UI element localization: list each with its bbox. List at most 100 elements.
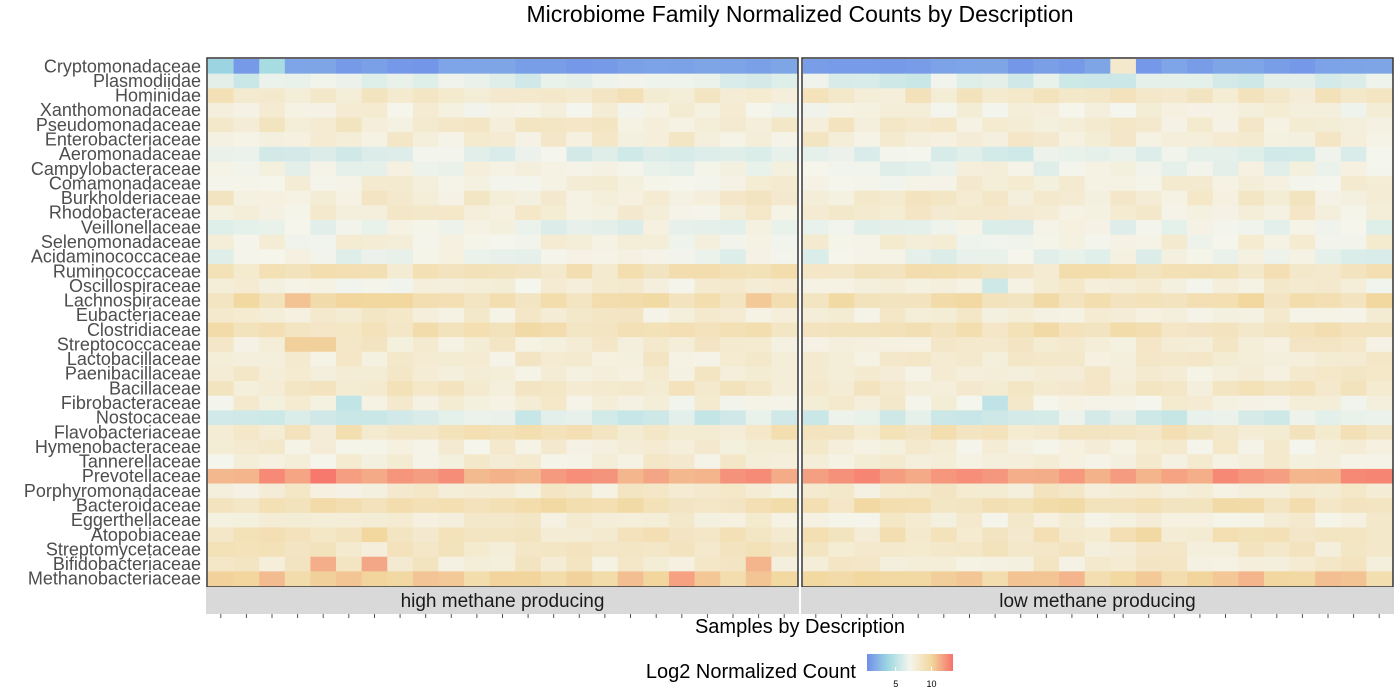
heatmap-cell (803, 512, 830, 528)
heatmap-cell (1187, 59, 1214, 75)
heatmap-cell (1366, 117, 1393, 133)
heatmap-cell (1289, 278, 1316, 294)
heatmap-cell (361, 322, 388, 338)
heatmap-cell (1084, 220, 1111, 236)
heatmap-cell (259, 439, 286, 455)
heatmap-cell (1212, 73, 1239, 89)
heatmap-cell (310, 234, 337, 250)
heatmap-cell (668, 205, 695, 221)
heatmap-cell (1187, 205, 1214, 221)
heatmap-cell (1238, 556, 1265, 572)
heatmap-cell (905, 381, 932, 397)
row-label: Tannerellaceae (79, 452, 201, 472)
heatmap-cell (828, 205, 855, 221)
heatmap-cell (259, 571, 286, 587)
heatmap-cell (720, 59, 747, 75)
heatmap-cell (694, 395, 721, 411)
heatmap-cell (233, 176, 260, 192)
heatmap-cell (515, 88, 542, 104)
heatmap-cell (982, 571, 1009, 587)
heatmap-cell (905, 366, 932, 382)
facet-strip (801, 587, 1394, 614)
heatmap-cell (592, 117, 619, 133)
heatmap-cell (1059, 454, 1086, 470)
heatmap-cell (1187, 307, 1214, 323)
heatmap-cell (284, 498, 311, 514)
heatmap-cell (1238, 176, 1265, 192)
heatmap-cell (1059, 234, 1086, 250)
heatmap-cell (879, 234, 906, 250)
heatmap-cell (464, 527, 491, 543)
heatmap-cell (438, 424, 465, 441)
heatmap-cell (566, 161, 593, 177)
heatmap-cell (617, 132, 644, 148)
heatmap-cell (233, 351, 260, 367)
heatmap-cell (259, 132, 286, 148)
heatmap-cell (617, 234, 644, 250)
heatmap-cell (1135, 88, 1162, 104)
heatmap-cell (1238, 190, 1265, 206)
heatmap-cell (694, 512, 721, 528)
heatmap-cell (745, 146, 772, 162)
heatmap-cell (284, 381, 311, 397)
heatmap-cell (879, 161, 906, 177)
heatmap-cell (566, 410, 593, 426)
heatmap-cell (464, 176, 491, 192)
heatmap-cell (854, 498, 881, 514)
heatmap-cell (284, 410, 311, 426)
heatmap-cell (1238, 571, 1265, 587)
heatmap-cell (1315, 512, 1342, 528)
heatmap-cell (1187, 278, 1214, 294)
heatmap-cell (720, 337, 747, 353)
heatmap-cell (668, 351, 695, 367)
heatmap-cell (745, 571, 772, 587)
heatmap-cell (617, 307, 644, 323)
heatmap-cell (1289, 88, 1316, 104)
heatmap-cell (854, 88, 881, 104)
heatmap-cell (259, 102, 286, 118)
heatmap-cell (387, 190, 414, 206)
heatmap-cell (1238, 234, 1265, 250)
heatmap-cell (1084, 88, 1111, 104)
heatmap-cell (1033, 307, 1060, 323)
heatmap-cell (1212, 263, 1239, 279)
heatmap-cell (1263, 556, 1290, 572)
heatmap-cell (1110, 395, 1137, 411)
heatmap-cell (1340, 249, 1367, 265)
heatmap-cell (879, 220, 906, 236)
heatmap-cell (720, 454, 747, 470)
heatmap-cell (803, 337, 830, 353)
heatmap-cell (1084, 512, 1111, 528)
heatmap-cell (1084, 542, 1111, 558)
heatmap-cell (828, 190, 855, 206)
heatmap-cell (643, 307, 670, 323)
heatmap-cell (1315, 483, 1342, 499)
heatmap-cell (720, 527, 747, 543)
heatmap-cell (1315, 351, 1342, 367)
heatmap-cell (1289, 190, 1316, 206)
heatmap-cell (1263, 293, 1290, 309)
heatmap-cell (1340, 454, 1367, 470)
heatmap-cell (489, 307, 516, 323)
heatmap-cell (1187, 483, 1214, 499)
heatmap-cell (259, 73, 286, 89)
heatmap-cell (828, 527, 855, 543)
heatmap-cell (720, 381, 747, 397)
heatmap-cell (1033, 205, 1060, 221)
heatmap-cell (336, 468, 363, 484)
heatmap-cell (336, 571, 363, 587)
heatmap-cell (854, 571, 881, 587)
heatmap-cell (566, 293, 593, 309)
heatmap-cell (1238, 307, 1265, 323)
heatmap-cell (592, 190, 619, 206)
heatmap-cell (905, 512, 932, 528)
heatmap-cell (720, 102, 747, 118)
heatmap-cell (905, 132, 932, 148)
heatmap-cell (720, 512, 747, 528)
heatmap-cell (956, 322, 983, 338)
heatmap-cell (745, 468, 772, 484)
heatmap-cell (515, 220, 542, 236)
heatmap-cell (1135, 190, 1162, 206)
heatmap-cell (803, 293, 830, 309)
heatmap-cell (284, 293, 311, 309)
